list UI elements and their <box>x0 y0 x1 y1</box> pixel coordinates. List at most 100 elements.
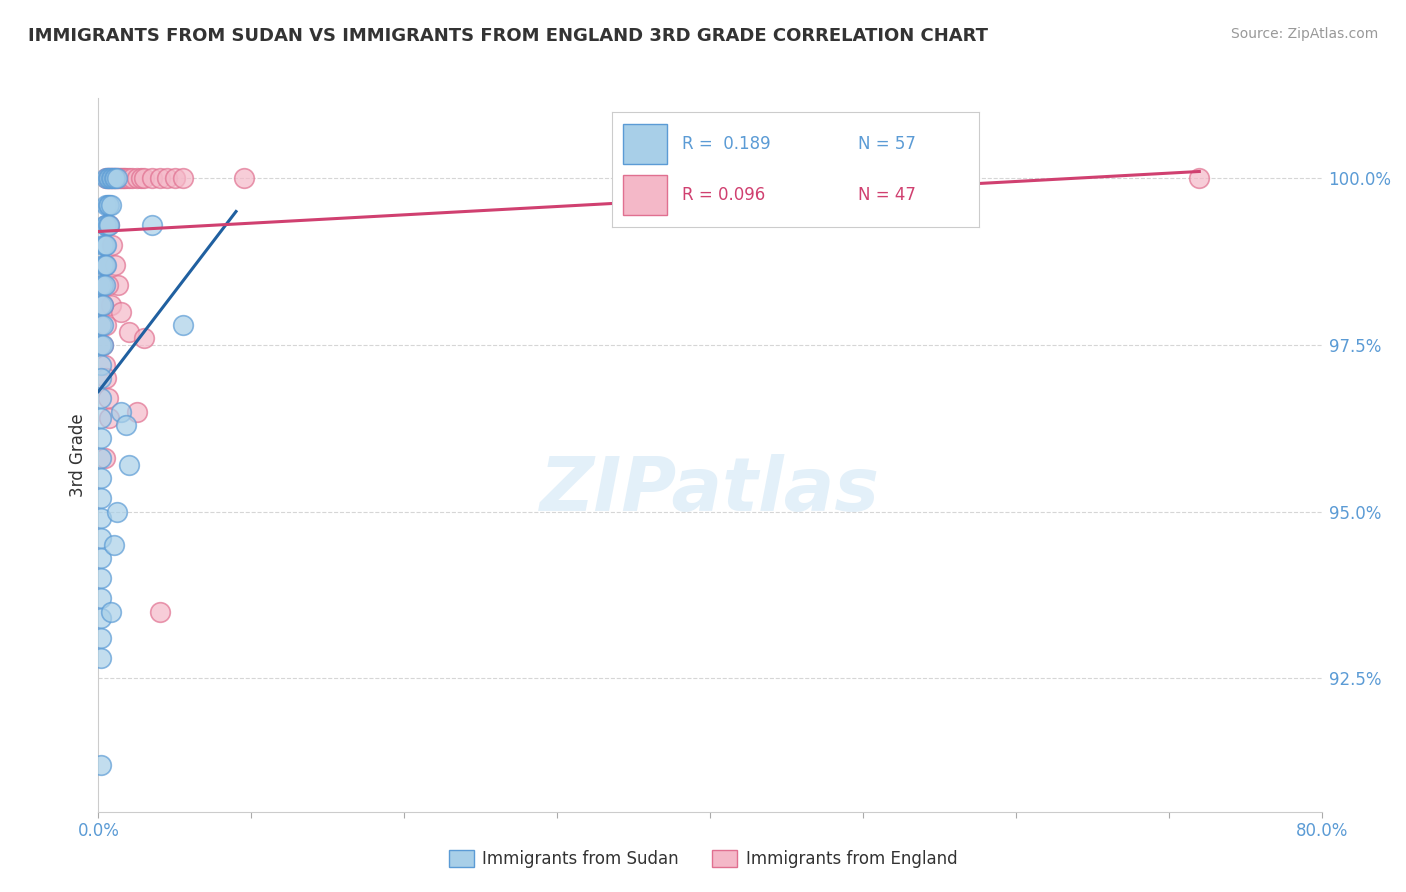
Point <box>110 304 132 318</box>
Point <box>90 551 112 566</box>
Point <box>93 451 115 466</box>
Point <box>101 237 124 252</box>
Point <box>118 458 141 472</box>
Point <box>90 632 112 646</box>
Point <box>98 198 121 212</box>
Point <box>91 338 114 352</box>
Point <box>90 451 112 466</box>
Text: Source: ZipAtlas.com: Source: ZipAtlas.com <box>1230 27 1378 41</box>
Point <box>94 171 117 186</box>
Point <box>163 171 186 186</box>
Point <box>90 358 112 372</box>
Point <box>91 318 114 332</box>
Point <box>90 277 112 292</box>
Point <box>94 318 117 332</box>
Point <box>134 331 156 345</box>
Point <box>90 871 112 886</box>
Point <box>93 218 115 232</box>
Point <box>90 318 112 332</box>
Point <box>103 171 125 186</box>
Point <box>103 538 125 552</box>
Point <box>94 237 117 252</box>
Point <box>172 171 194 186</box>
Point <box>90 611 112 625</box>
Point <box>232 171 254 186</box>
Point <box>90 591 112 606</box>
Point <box>93 358 115 372</box>
Point <box>104 171 127 186</box>
Point <box>90 758 112 772</box>
Point <box>90 651 112 665</box>
Point <box>93 258 115 272</box>
Point <box>105 171 128 186</box>
Point <box>91 298 114 312</box>
Point <box>112 171 135 186</box>
Y-axis label: 3rd Grade: 3rd Grade <box>69 413 87 497</box>
Point <box>98 411 121 425</box>
Point <box>94 371 117 385</box>
Point <box>90 571 112 585</box>
Point <box>141 218 163 232</box>
Point <box>90 531 112 545</box>
Point <box>97 277 120 292</box>
Point <box>105 171 128 186</box>
Point <box>90 511 112 525</box>
Point <box>156 171 179 186</box>
Point <box>97 171 120 186</box>
Point <box>90 491 112 506</box>
Point <box>100 171 122 186</box>
Point <box>125 404 148 418</box>
Point <box>118 325 141 339</box>
Point <box>125 171 148 186</box>
Point <box>94 198 117 212</box>
Point <box>97 391 120 405</box>
Point <box>91 338 114 352</box>
Point <box>100 198 122 212</box>
Point <box>97 198 120 212</box>
Point <box>98 171 121 186</box>
Point <box>98 171 121 186</box>
Point <box>121 171 143 186</box>
Point <box>90 338 112 352</box>
Point <box>90 371 112 385</box>
Point <box>110 171 132 186</box>
Point <box>94 258 117 272</box>
Point <box>110 404 132 418</box>
Point <box>101 171 124 186</box>
Point <box>111 171 134 186</box>
Point <box>93 277 115 292</box>
Point <box>94 218 117 232</box>
Point <box>93 237 115 252</box>
Legend: Immigrants from Sudan, Immigrants from England: Immigrants from Sudan, Immigrants from E… <box>443 843 963 875</box>
Point <box>90 298 112 312</box>
Point <box>90 471 112 485</box>
Point <box>115 171 138 186</box>
Point <box>104 258 127 272</box>
Point <box>90 411 112 425</box>
Text: IMMIGRANTS FROM SUDAN VS IMMIGRANTS FROM ENGLAND 3RD GRADE CORRELATION CHART: IMMIGRANTS FROM SUDAN VS IMMIGRANTS FROM… <box>28 27 988 45</box>
Point <box>172 318 194 332</box>
Point <box>98 218 121 232</box>
Point <box>94 218 117 232</box>
Point <box>91 277 114 292</box>
Point <box>94 171 117 186</box>
Point <box>90 391 112 405</box>
Point <box>100 171 122 186</box>
Point <box>98 218 121 232</box>
Point <box>103 171 125 186</box>
Point <box>93 258 115 272</box>
Point <box>91 298 114 312</box>
Point <box>97 218 120 232</box>
Point <box>134 171 156 186</box>
Text: ZIPatlas: ZIPatlas <box>540 454 880 527</box>
Point <box>104 171 127 186</box>
Point <box>101 171 124 186</box>
Point <box>100 298 122 312</box>
Point <box>115 417 138 432</box>
Point <box>149 605 172 619</box>
Point <box>118 171 141 186</box>
Point <box>90 431 112 445</box>
Point <box>91 237 114 252</box>
Point <box>100 605 122 619</box>
Point <box>108 171 131 186</box>
